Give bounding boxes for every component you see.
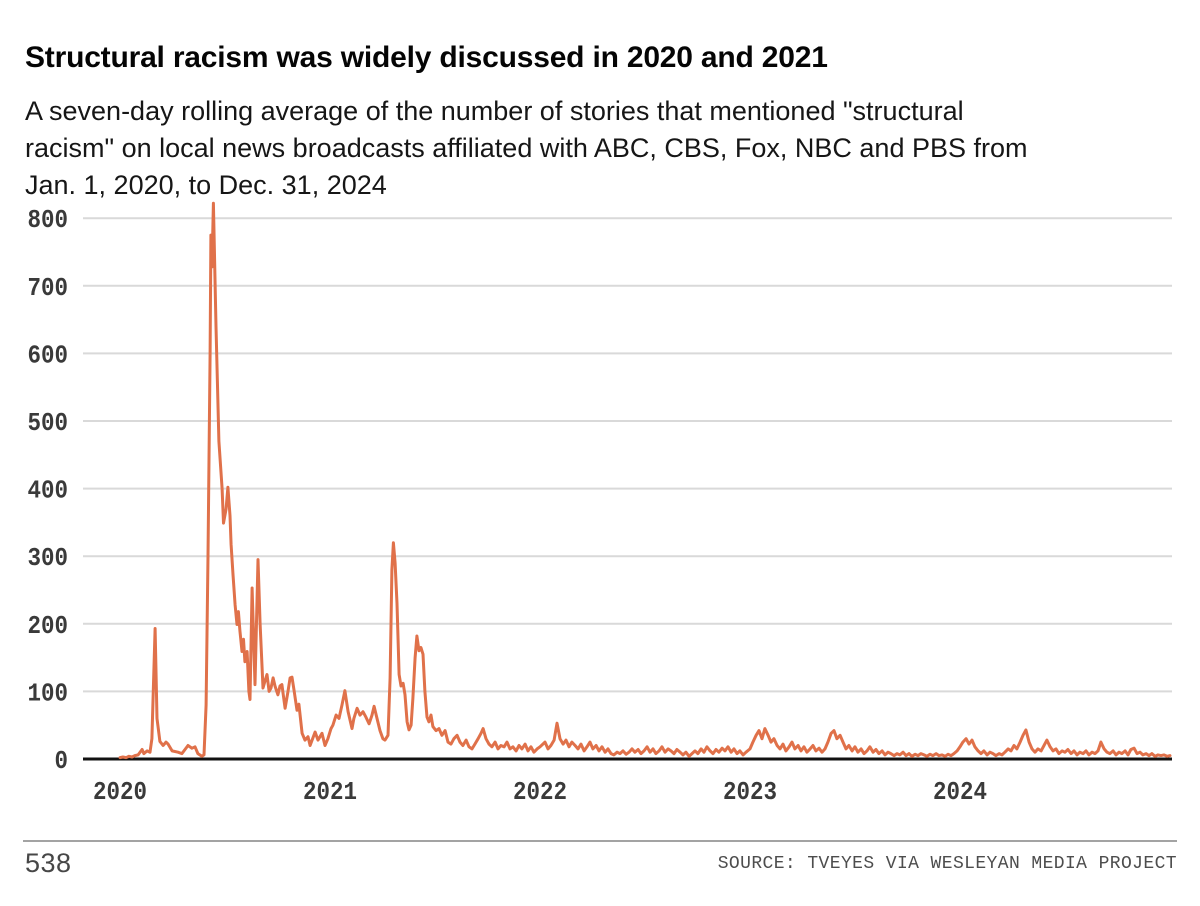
footer-divider	[23, 840, 1177, 842]
x-tick-label: 2023	[723, 777, 777, 807]
y-tick-label: 700	[28, 273, 69, 303]
x-tick-label: 2021	[303, 777, 357, 807]
y-tick-label: 100	[28, 678, 69, 708]
chart-canvas: 0 100 200 300 400 500 600 700 800 2020 2021 2022 202…	[28, 201, 1172, 807]
brand-538-logo: 538	[25, 848, 72, 878]
chart-title: Structural racism was widely discussed i…	[25, 41, 828, 75]
x-tick-label: 2020	[93, 777, 147, 807]
y-tick-label: 600	[28, 340, 69, 370]
x-tick-label: 2022	[513, 777, 567, 807]
y-tick-label: 0	[55, 746, 69, 776]
y-tick-label: 400	[28, 476, 69, 506]
y-tick-label: 300	[28, 543, 69, 573]
x-tick-label: 2024	[933, 777, 987, 807]
series-line	[118, 201, 1172, 760]
y-tick-label: 800	[28, 205, 69, 235]
source-credit: SOURCE: TVEYES VIA WESLEYAN MEDIA PROJEC…	[717, 854, 1177, 874]
y-tick-label: 500	[28, 408, 69, 438]
chart-subtitle: A seven-day rolling average of the numbe…	[25, 96, 1028, 200]
y-tick-label: 200	[28, 611, 69, 641]
